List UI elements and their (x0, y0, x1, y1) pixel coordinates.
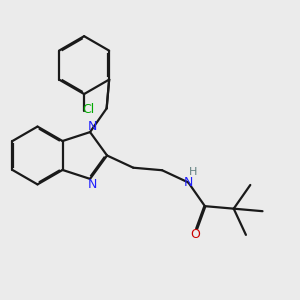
Text: N: N (88, 120, 97, 134)
Text: H: H (189, 167, 198, 177)
Text: Cl: Cl (82, 103, 94, 116)
Text: O: O (190, 228, 200, 241)
Text: N: N (88, 178, 97, 190)
Text: N: N (184, 176, 193, 189)
